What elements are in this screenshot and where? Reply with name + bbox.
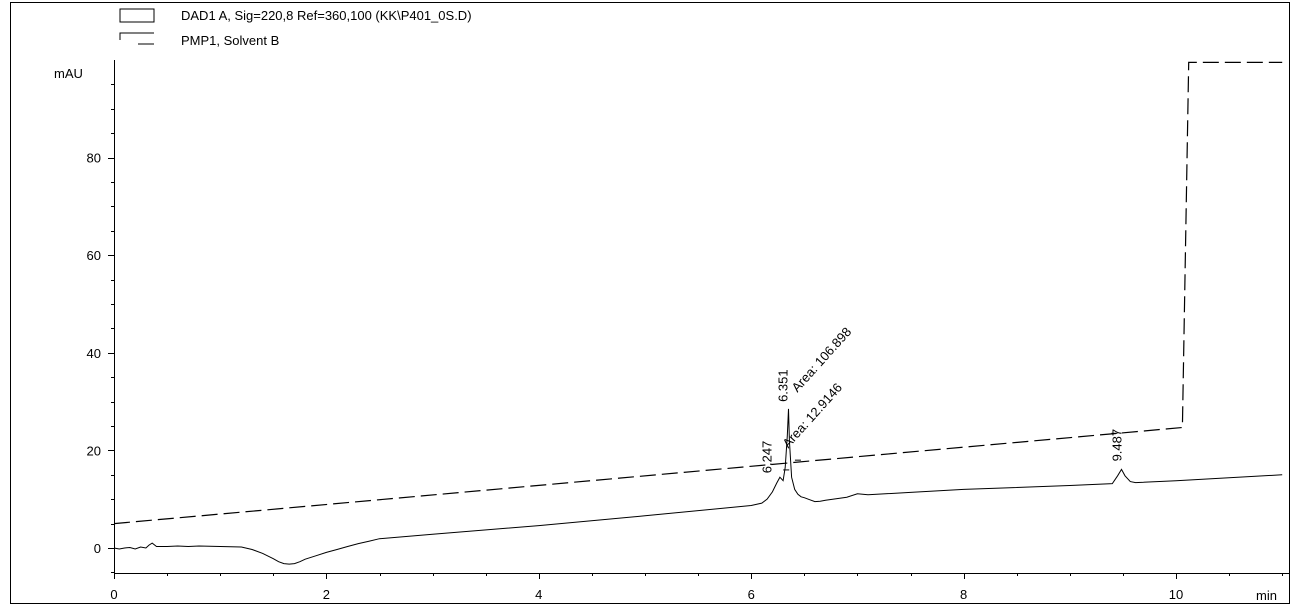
y-tick-label: 40 <box>87 346 101 361</box>
peak-label-6351: 6.351 <box>775 369 790 402</box>
x-tick-label: 0 <box>110 587 117 602</box>
peak-label-9487: 9.487 <box>1110 429 1125 462</box>
x-tick-label: 8 <box>960 587 967 602</box>
legend-label-2: PMP1, Solvent B <box>181 33 279 48</box>
y-tick-label: 20 <box>87 443 101 458</box>
series-dad1-line <box>113 408 1283 565</box>
axis-ticks: 0 2 4 6 8 10 0 20 40 60 80 <box>87 84 1283 602</box>
series-layer <box>113 61 1283 565</box>
legend-dash-swatch <box>119 32 154 45</box>
y-tick-label: 80 <box>87 151 101 166</box>
x-tick-label: 2 <box>323 587 330 602</box>
peak-label-6247: 6.247 <box>759 441 774 474</box>
x-tick-label: 4 <box>535 587 542 602</box>
x-tick-label: 6 <box>748 587 755 602</box>
series-solvent-b-line <box>113 61 1283 525</box>
legend-label-1: DAD1 A, Sig=220,8 Ref=360,100 (KK\P401_0… <box>181 8 472 23</box>
area-label-106898: Area: 106.898 <box>789 324 855 395</box>
y-tick-label: 0 <box>94 541 101 556</box>
x-axis-title: min <box>1256 588 1277 603</box>
plot-frame <box>10 2 1290 604</box>
y-tick-label: 60 <box>87 248 101 263</box>
x-tick-label: 10 <box>1169 587 1183 602</box>
legend: DAD1 A, Sig=220,8 Ref=360,100 (KK\P401_0… <box>119 8 472 48</box>
y-axis-title: mAU <box>54 66 83 81</box>
legend-solid-swatch <box>119 8 155 23</box>
